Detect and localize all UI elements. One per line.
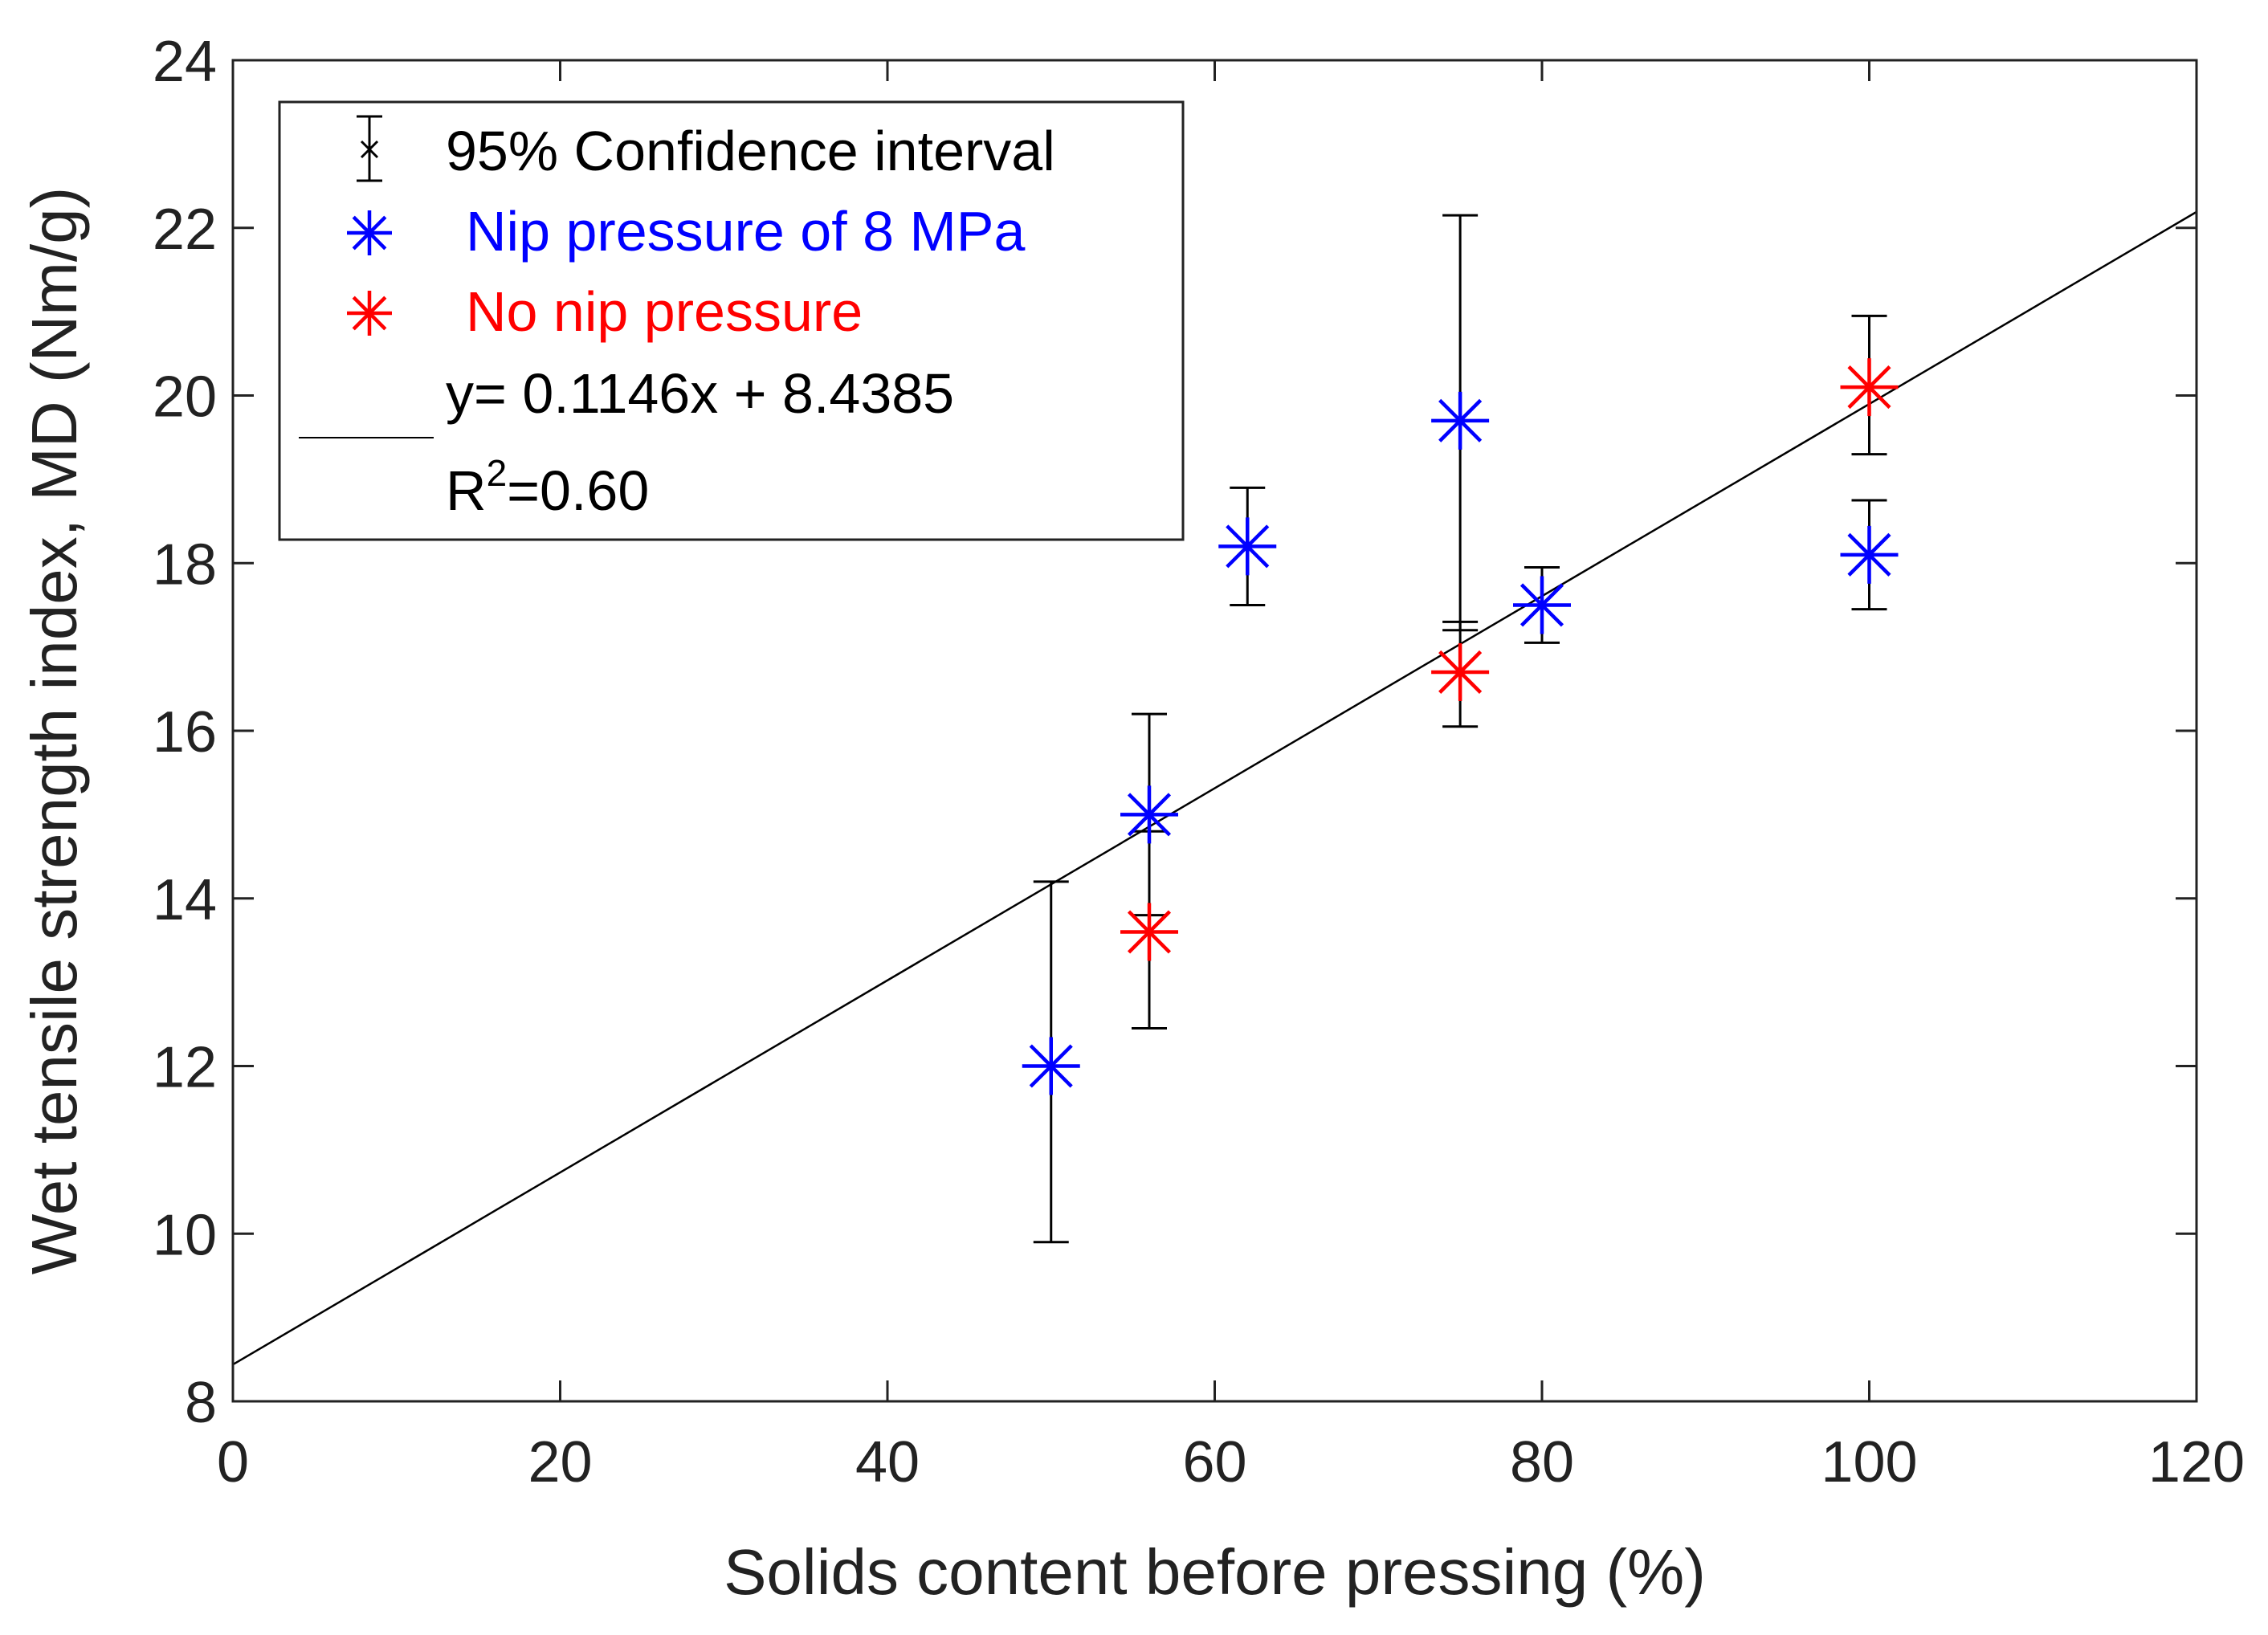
asterisk-stroke xyxy=(1847,532,1891,577)
legend: 95% Confidence interval Nip pressure of … xyxy=(278,100,1185,541)
no-nip-pressure-point xyxy=(1431,642,1490,701)
legend-nip-label: Nip pressure of 8 MPa xyxy=(466,200,1025,263)
y-tick-label: 22 xyxy=(153,198,217,262)
nip-pressure-point xyxy=(1120,785,1178,844)
tick-layer: 0 20 40 60 80 100 120 8 10 12 14 16 18 20 22 24 xyxy=(153,30,2245,1494)
y-tick-label: 14 xyxy=(153,868,217,932)
asterisk-stroke xyxy=(1127,910,1172,954)
asterisk-stroke xyxy=(1438,398,1483,442)
asterisk-stroke xyxy=(352,215,387,251)
y-tick-label: 20 xyxy=(153,365,217,430)
legend-errorbar-icon xyxy=(357,115,382,182)
legend-box xyxy=(278,100,1185,541)
x-tick-label: 60 xyxy=(1182,1430,1246,1494)
nip-pressure-point xyxy=(1022,1037,1080,1095)
y-tick-label: 12 xyxy=(153,1036,217,1100)
y-tick-label: 10 xyxy=(153,1203,217,1267)
marker-layer xyxy=(1022,358,1899,1095)
legend-nip-asterisk-icon xyxy=(347,210,392,255)
x-tick-label: 40 xyxy=(855,1430,920,1494)
r-squared-value: =0.60 xyxy=(507,459,649,522)
x-tick-label: 100 xyxy=(1821,1430,1917,1494)
x-axis-title: Solids content before pressing (%) xyxy=(724,1536,1706,1608)
asterisk-stroke xyxy=(1847,365,1891,410)
x-tick-label: 120 xyxy=(2148,1430,2245,1494)
no-nip-pressure-point xyxy=(1120,903,1178,961)
asterisk-stroke xyxy=(1226,524,1270,569)
asterisk-stroke xyxy=(1519,583,1564,627)
asterisk-stroke xyxy=(1438,650,1483,694)
legend-no-nip-asterisk-icon xyxy=(347,291,392,336)
y-tick-label: 8 xyxy=(185,1371,217,1435)
y-tick-label: 24 xyxy=(153,30,217,94)
nip-pressure-point xyxy=(1513,576,1571,634)
nip-pressure-point xyxy=(1218,517,1277,576)
asterisk-stroke xyxy=(1029,1044,1073,1088)
x-tick-label: 0 xyxy=(217,1430,249,1494)
asterisk-stroke xyxy=(1127,793,1172,837)
nip-pressure-point xyxy=(1840,525,1899,584)
legend-nip-asterisk xyxy=(347,210,392,255)
nip-pressure-point xyxy=(1431,391,1490,450)
x-tick-label: 20 xyxy=(528,1430,592,1494)
r-squared-superscript: 2 xyxy=(487,452,508,494)
legend-no-nip-asterisk xyxy=(347,291,392,336)
x-tick-label: 80 xyxy=(1510,1430,1574,1494)
legend-r-squared: R2=0.60 xyxy=(446,452,649,522)
legend-no-nip-label: No nip pressure xyxy=(466,280,863,343)
y-tick-label: 16 xyxy=(153,700,217,764)
r-squared-prefix: R xyxy=(446,459,487,522)
y-tick-label: 18 xyxy=(153,532,217,597)
legend-ci-label: 95% Confidence interval xyxy=(446,120,1055,182)
no-nip-pressure-point xyxy=(1840,358,1899,417)
legend-x-mark xyxy=(360,140,379,159)
legend-fit-equation: y= 0.1146x + 8.4385 xyxy=(446,362,954,425)
y-axis-title: Wet tensile strength index, MD (Nm/g) xyxy=(18,187,90,1275)
asterisk-stroke xyxy=(352,296,387,331)
